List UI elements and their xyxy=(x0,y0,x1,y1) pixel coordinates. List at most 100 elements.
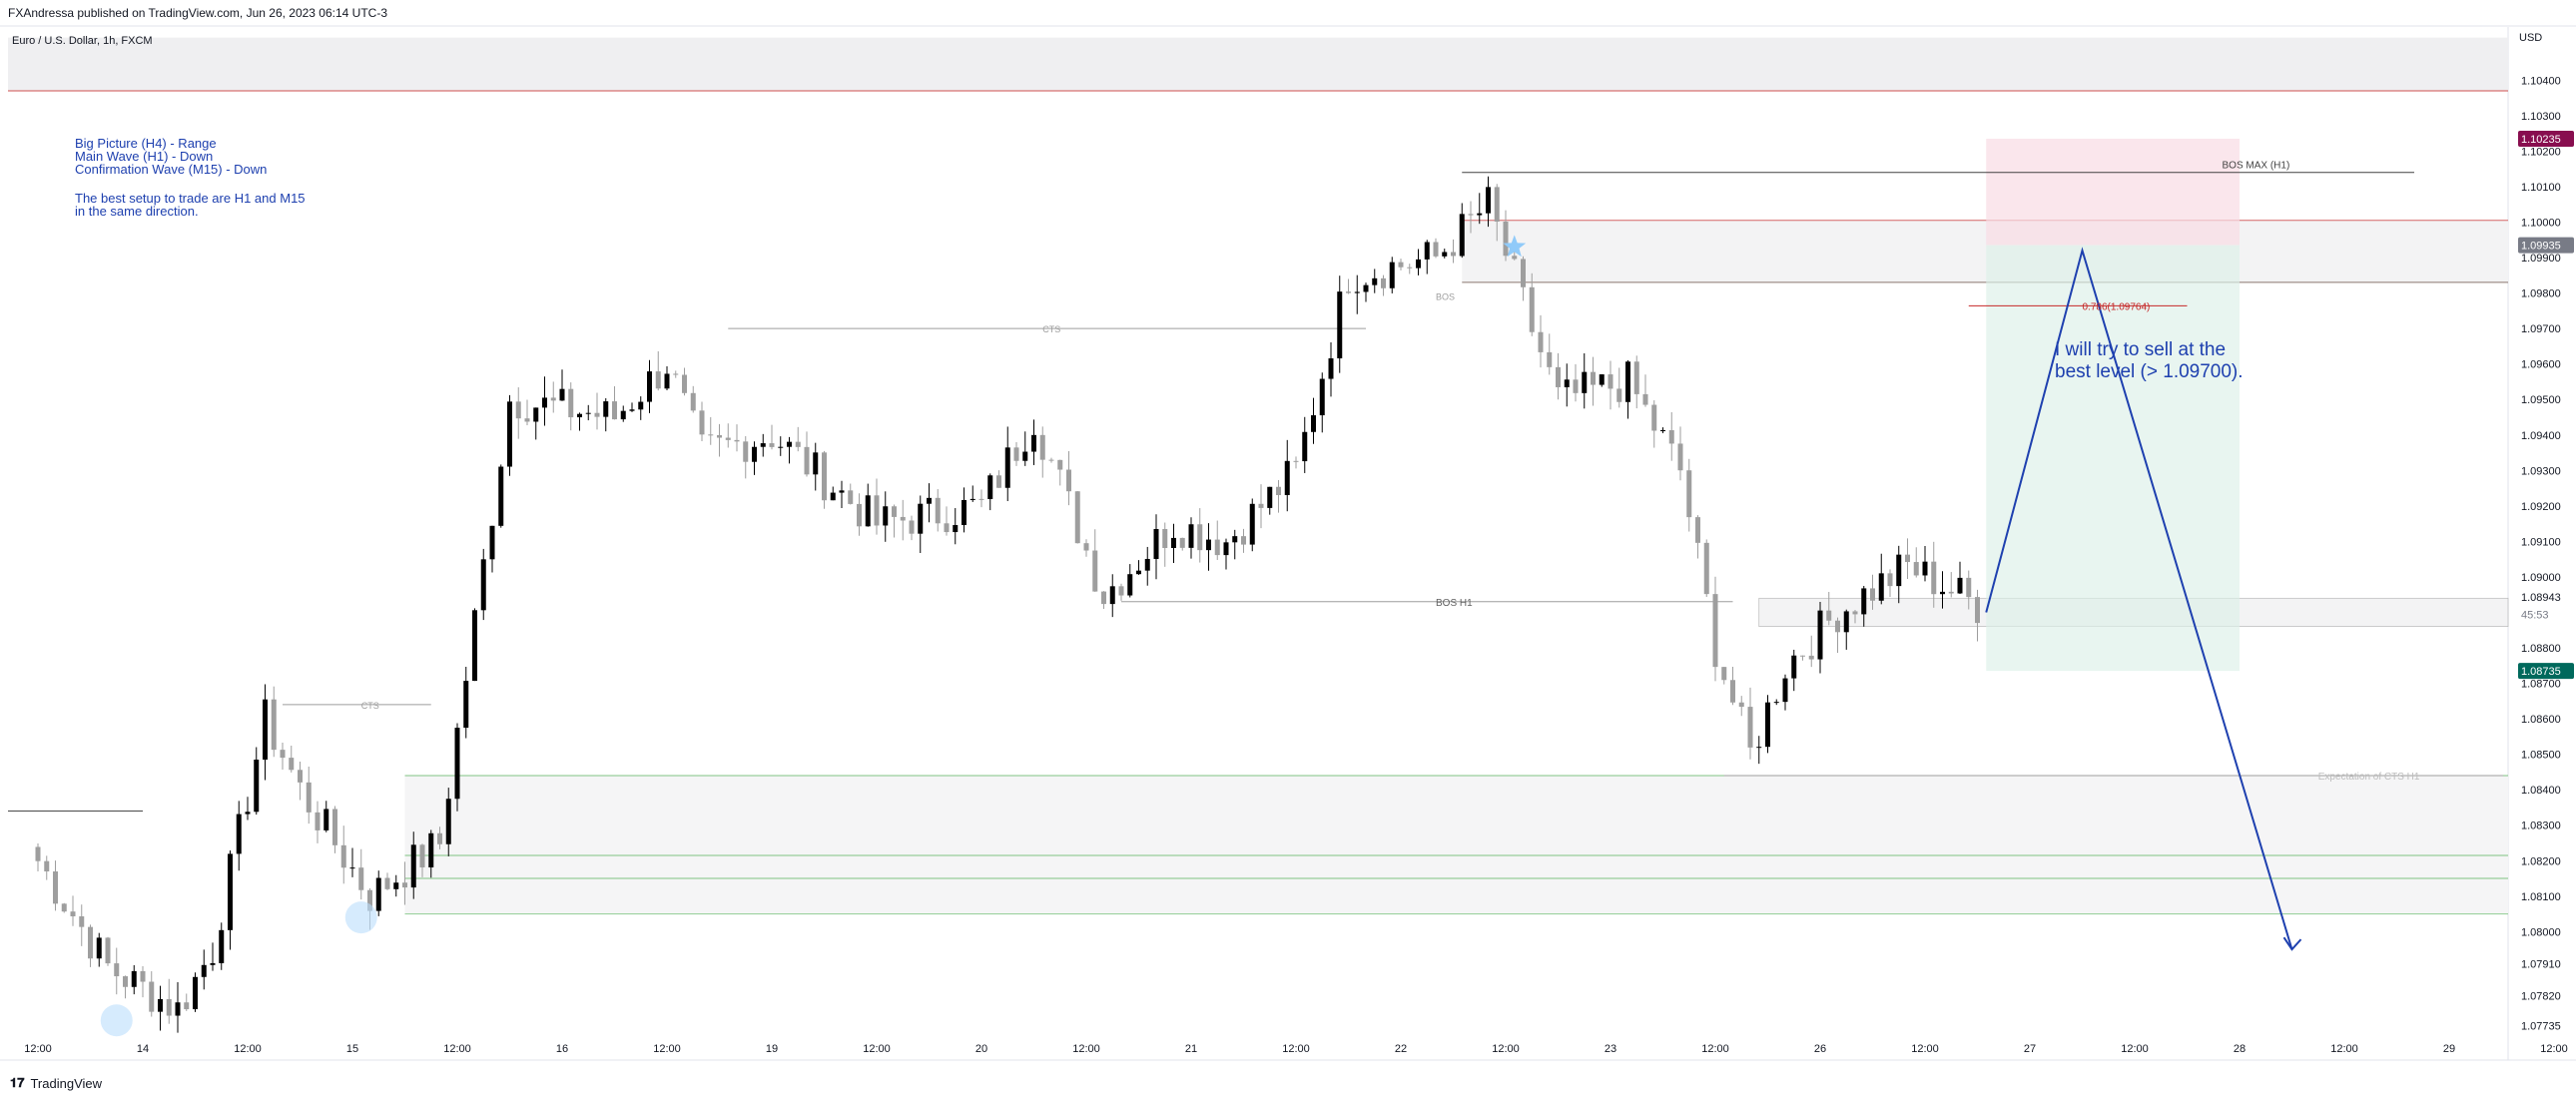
candle-body xyxy=(498,466,504,526)
candle-body xyxy=(1695,517,1700,543)
candle-body xyxy=(53,871,58,904)
candle-body xyxy=(393,882,399,889)
candle-body xyxy=(892,506,897,517)
price-label: 1.10235 xyxy=(2521,134,2561,146)
candle-body xyxy=(1791,655,1797,679)
y-tick-label: 1.10100 xyxy=(2521,182,2561,194)
candle-body xyxy=(568,388,574,418)
candle-body xyxy=(340,844,346,868)
candle-body xyxy=(384,877,390,889)
candle-body xyxy=(472,610,477,682)
bos-label: BOS xyxy=(1436,292,1455,302)
price-label: 1.09935 xyxy=(2521,241,2561,253)
fib-label: 0.786(1.09764) xyxy=(2083,301,2151,312)
position-target-zone[interactable] xyxy=(1986,245,2240,672)
candle-body xyxy=(1512,256,1518,260)
candle-body xyxy=(1608,374,1613,389)
candle-body xyxy=(848,490,854,504)
candle-body xyxy=(969,498,975,500)
candle-body xyxy=(725,437,731,440)
candle-body xyxy=(1206,539,1211,551)
candle-body xyxy=(1599,374,1605,385)
candle-body xyxy=(1730,680,1735,703)
position-stop-zone[interactable] xyxy=(1986,138,2240,246)
candle-body xyxy=(1765,702,1770,748)
candle-body xyxy=(1066,469,1071,492)
candle-body xyxy=(210,962,216,965)
x-tick-label: 12:00 xyxy=(24,1043,52,1055)
candle-body xyxy=(1048,459,1054,461)
y-tick-label: 1.08500 xyxy=(2521,750,2561,762)
candle-body xyxy=(1852,611,1858,615)
candle-body xyxy=(1197,524,1203,551)
candle-body xyxy=(1031,434,1036,452)
candle-body xyxy=(1521,259,1526,287)
candle-body xyxy=(795,441,801,447)
candle-body xyxy=(1870,588,1875,601)
candle-body xyxy=(1276,486,1281,495)
candle-body xyxy=(1940,591,1945,595)
y-tick-label: 1.09500 xyxy=(2521,394,2561,406)
y-tick-label: 1.08700 xyxy=(2521,679,2561,691)
candle-body xyxy=(1188,524,1194,548)
candle-body xyxy=(1346,291,1351,293)
candle-body xyxy=(515,401,521,419)
candle-body xyxy=(1887,573,1893,587)
candle-body xyxy=(909,520,915,534)
candle-body xyxy=(131,970,137,987)
candle-body xyxy=(1660,429,1665,431)
candle-body xyxy=(445,799,451,844)
candle-body xyxy=(454,728,460,800)
candle-body xyxy=(1625,361,1630,402)
candle-body xyxy=(927,497,932,504)
tradingview-icon: 𝟏𝟕 xyxy=(10,1075,25,1090)
candle-body xyxy=(306,782,312,813)
candle-body xyxy=(358,867,364,890)
candle-body xyxy=(463,681,469,729)
candle-body xyxy=(1022,451,1028,461)
candle-body xyxy=(673,373,679,375)
candle-body xyxy=(35,846,41,861)
candle-body xyxy=(1817,610,1823,660)
y-tick-label: 1.09000 xyxy=(2521,572,2561,584)
candle-body xyxy=(760,443,766,447)
y-tick-label: 1.08000 xyxy=(2521,926,2561,938)
candle-body xyxy=(1686,470,1692,518)
candle-body xyxy=(638,401,644,410)
candle-body xyxy=(1494,187,1500,223)
candle-body xyxy=(1966,577,1972,598)
candle-body xyxy=(559,388,565,401)
candle-body xyxy=(1354,291,1360,293)
candle-body xyxy=(1241,536,1246,545)
price-label-box xyxy=(2518,130,2574,147)
candle-body xyxy=(1442,252,1448,257)
y-tick-label: 1.08100 xyxy=(2521,891,2561,903)
candle-body xyxy=(1913,562,1919,576)
candle-body xyxy=(375,877,381,911)
candle-body xyxy=(123,976,128,987)
candle-body xyxy=(254,759,260,813)
candle-body xyxy=(962,499,966,526)
candle-body xyxy=(822,452,827,501)
y-tick-label: 1.10200 xyxy=(2521,146,2561,158)
projection-path[interactable] xyxy=(1985,247,2293,950)
candle-body xyxy=(1782,678,1788,703)
candle-body xyxy=(1381,277,1386,288)
candle-body xyxy=(804,446,810,475)
candle-body xyxy=(1835,620,1840,633)
price-label: 45:53 xyxy=(2521,609,2549,621)
candle-body xyxy=(682,374,687,393)
candle-body xyxy=(1004,447,1010,488)
candle-body xyxy=(419,844,425,867)
candle-body xyxy=(236,814,242,854)
candle-body xyxy=(70,911,76,917)
candle-body xyxy=(480,559,486,611)
candle-body xyxy=(857,503,862,527)
candle-body xyxy=(935,497,941,524)
candle-body xyxy=(1633,361,1639,394)
candle-body xyxy=(1101,591,1106,605)
candle-body xyxy=(1677,443,1683,471)
expectation-label: Expectation of CTS H1 xyxy=(2318,772,2420,783)
x-tick-label: 12:00 xyxy=(1701,1043,1729,1055)
